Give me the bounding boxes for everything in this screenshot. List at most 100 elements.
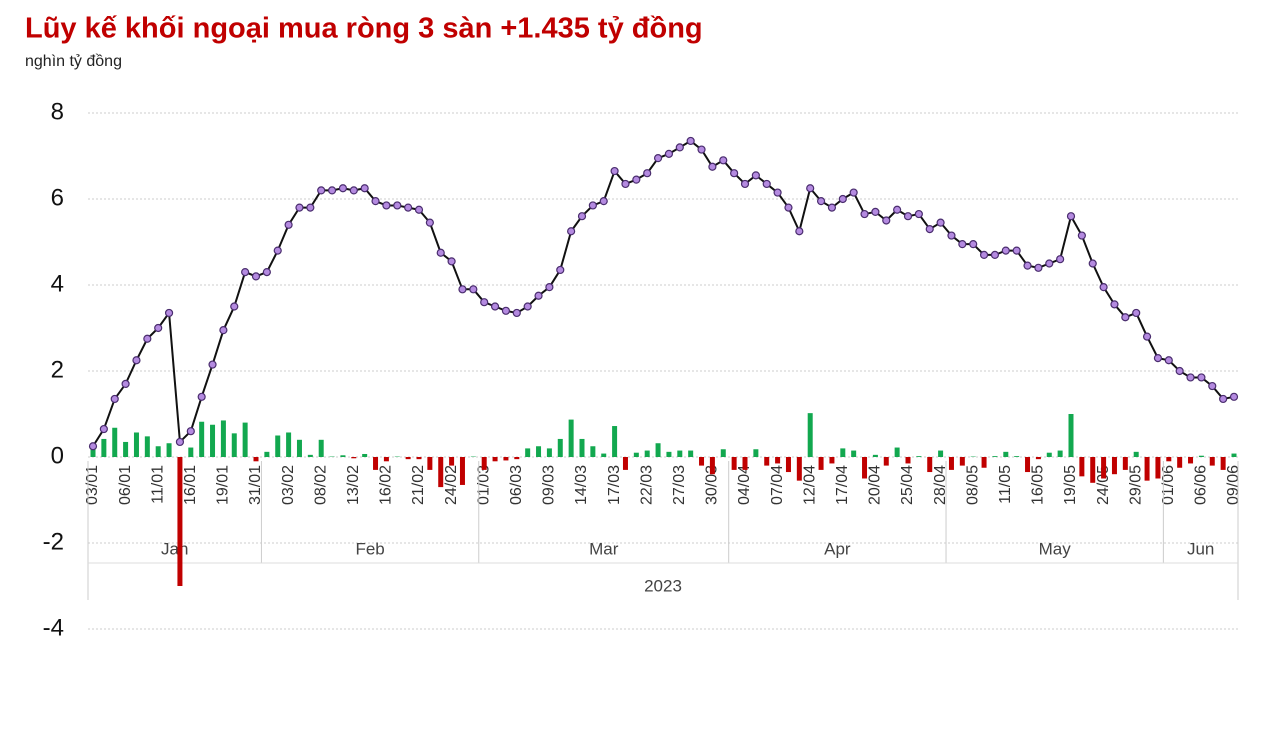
marker bbox=[382, 201, 391, 210]
y-tick-label: 0 bbox=[51, 442, 64, 469]
marker bbox=[1023, 261, 1032, 270]
bar bbox=[1079, 457, 1085, 477]
bar bbox=[231, 433, 237, 457]
bar bbox=[340, 455, 346, 457]
x-tick-label: 28/04 bbox=[932, 465, 949, 505]
marker bbox=[795, 227, 804, 236]
bar bbox=[318, 439, 324, 457]
marker bbox=[969, 240, 978, 249]
bar bbox=[590, 446, 596, 457]
bar bbox=[840, 448, 846, 457]
marker bbox=[936, 218, 945, 227]
x-tick-label: 11/01 bbox=[149, 465, 166, 504]
bar bbox=[601, 453, 607, 457]
bar bbox=[1220, 457, 1226, 470]
x-tick-label: 07/04 bbox=[769, 465, 786, 505]
marker bbox=[295, 203, 304, 212]
month-label: Feb bbox=[355, 539, 384, 558]
marker bbox=[273, 246, 282, 255]
marker bbox=[306, 203, 315, 212]
marker bbox=[1034, 263, 1043, 272]
marker bbox=[914, 209, 923, 219]
bar bbox=[938, 450, 944, 457]
marker bbox=[414, 205, 424, 214]
marker bbox=[241, 268, 250, 277]
x-tick-label: 06/06 bbox=[1193, 465, 1210, 505]
bar bbox=[992, 456, 998, 457]
bar bbox=[1209, 457, 1215, 466]
marker bbox=[1175, 366, 1184, 376]
marker bbox=[349, 186, 358, 195]
x-tick-label: 08/05 bbox=[964, 465, 981, 505]
marker bbox=[469, 285, 478, 294]
marker bbox=[893, 205, 902, 214]
marker bbox=[556, 265, 565, 275]
marker bbox=[925, 225, 934, 234]
marker bbox=[251, 272, 261, 281]
bar bbox=[720, 449, 726, 457]
y-tick-label: 4 bbox=[51, 270, 64, 297]
marker bbox=[762, 179, 771, 189]
x-tick-label: 13/02 bbox=[345, 465, 362, 505]
marker bbox=[1099, 283, 1108, 292]
bar bbox=[362, 453, 368, 457]
marker bbox=[1153, 354, 1163, 363]
marker bbox=[664, 149, 674, 158]
bar bbox=[1166, 457, 1172, 462]
bar bbox=[307, 454, 313, 457]
marker bbox=[719, 156, 728, 165]
x-tick-label: 19/05 bbox=[1062, 465, 1079, 505]
marker bbox=[599, 197, 608, 206]
marker bbox=[740, 179, 750, 189]
bar bbox=[959, 457, 965, 466]
month-label: Mar bbox=[589, 539, 619, 558]
marker bbox=[480, 298, 489, 307]
marker bbox=[110, 394, 119, 404]
x-tick-label: 12/04 bbox=[801, 465, 818, 505]
x-tick-label: 06/03 bbox=[508, 465, 525, 505]
marker bbox=[121, 379, 130, 388]
year-label: 2023 bbox=[644, 576, 682, 595]
marker bbox=[1164, 356, 1173, 365]
marker bbox=[132, 356, 141, 365]
bar bbox=[144, 436, 150, 457]
marker bbox=[208, 360, 217, 369]
marker bbox=[816, 197, 826, 206]
bar bbox=[644, 450, 650, 457]
bar bbox=[894, 447, 900, 457]
bar bbox=[449, 457, 455, 466]
bar bbox=[927, 457, 933, 473]
marker bbox=[317, 186, 326, 195]
marker bbox=[838, 194, 847, 204]
marker bbox=[849, 188, 858, 197]
x-tick-label: 17/03 bbox=[606, 465, 623, 505]
bar bbox=[438, 457, 444, 488]
marker bbox=[371, 197, 380, 206]
marker bbox=[643, 169, 652, 178]
bar bbox=[383, 457, 389, 462]
bar bbox=[785, 457, 791, 473]
y-tick-label: -2 bbox=[43, 528, 64, 555]
bar bbox=[503, 457, 509, 461]
month-label: Jan bbox=[161, 539, 188, 558]
x-tick-label: 24/02 bbox=[443, 465, 460, 505]
marker bbox=[1012, 246, 1021, 255]
marker bbox=[903, 212, 913, 221]
bar bbox=[177, 457, 183, 586]
bar bbox=[1155, 457, 1161, 479]
marker bbox=[197, 392, 206, 401]
marker bbox=[154, 323, 163, 333]
bar bbox=[796, 457, 802, 481]
bar bbox=[1177, 457, 1183, 468]
marker bbox=[327, 186, 337, 195]
bar bbox=[709, 457, 715, 475]
bar bbox=[1025, 457, 1031, 473]
marker bbox=[860, 209, 869, 219]
x-tick-label: 11/05 bbox=[997, 465, 1014, 504]
marker bbox=[404, 203, 413, 212]
x-tick-label: 01/06 bbox=[1160, 465, 1177, 505]
marker bbox=[610, 166, 619, 176]
x-tick-label: 03/02 bbox=[280, 465, 297, 505]
line bbox=[92, 139, 1235, 447]
bar bbox=[948, 457, 954, 470]
